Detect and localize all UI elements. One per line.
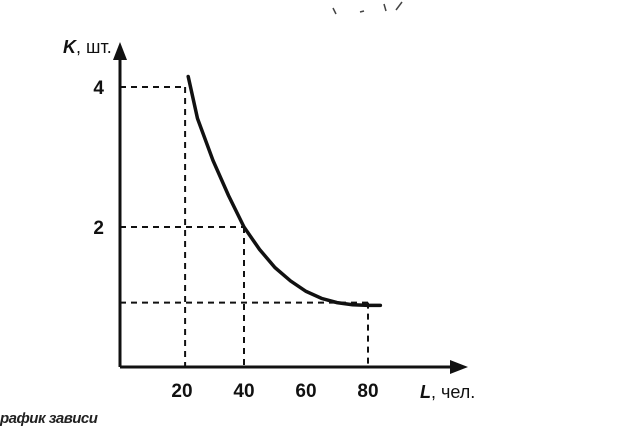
x-tick-label: 80 bbox=[357, 381, 378, 402]
y-tick-label: 4 bbox=[93, 78, 104, 99]
y-tick-label: 2 bbox=[93, 218, 104, 239]
guide-lines bbox=[120, 86, 369, 367]
y-axis-arrow bbox=[113, 42, 127, 60]
y-axis-unit: , шт. bbox=[76, 37, 112, 57]
x-axis-symbol: L bbox=[420, 382, 431, 402]
y-axis-label: K, шт. bbox=[63, 37, 112, 57]
x-tick-label: 60 bbox=[295, 381, 316, 402]
scan-mark bbox=[383, 3, 387, 12]
x-axis-arrow bbox=[450, 360, 468, 374]
x-tick-label: 20 bbox=[171, 381, 192, 402]
x-tick-label: 40 bbox=[233, 381, 254, 402]
y-axis-symbol: K bbox=[63, 37, 78, 57]
y-tick-labels: 24 bbox=[93, 78, 104, 239]
x-axis-label: L, чел. bbox=[420, 382, 475, 402]
scan-mark bbox=[359, 10, 365, 13]
series-line bbox=[186, 74, 383, 308]
figure-caption: рафик зависи bbox=[0, 410, 98, 427]
scan-mark bbox=[332, 7, 337, 15]
x-axis-unit: , чел. bbox=[431, 382, 475, 402]
x-tick-labels: 20 40 60 80 bbox=[171, 381, 378, 402]
scan-mark bbox=[395, 1, 403, 11]
